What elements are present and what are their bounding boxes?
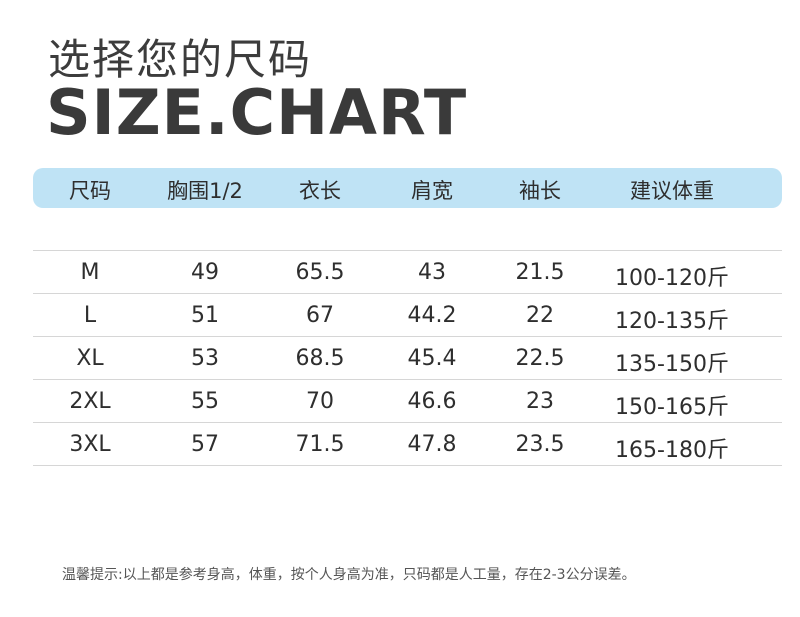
- header-cell: 建议体重: [630, 179, 714, 203]
- note-text: 温馨提示:以上都是参考身高，体重，按个人身高为准，只码都是人工量，存在2-3公分…: [62, 567, 636, 583]
- table-cell: 150-165斤: [615, 395, 729, 420]
- table-cell: 71.5: [295, 432, 345, 457]
- table-row: 3XL 57 71.5 47.8 23.5 165-180斤: [0, 423, 800, 466]
- table-cell: 2XL: [69, 389, 111, 414]
- table-cell: M: [80, 260, 100, 285]
- title-english: SIZE.CHART: [46, 76, 468, 149]
- header-cell: 衣长: [299, 179, 341, 203]
- table-cell: 67: [306, 303, 334, 328]
- table-cell: 21.5: [515, 260, 565, 285]
- divider: [33, 379, 782, 380]
- table-cell: L: [83, 303, 97, 328]
- table-header: 尺码 胸围1/2 衣长 肩宽 袖长 建议体重: [33, 168, 782, 208]
- table-cell: 46.6: [407, 389, 457, 414]
- table-cell: 55: [191, 389, 219, 414]
- table-row: XL 53 68.5 45.4 22.5 135-150斤: [0, 337, 800, 380]
- table-cell: 43: [418, 260, 446, 285]
- header-cell: 尺码: [69, 179, 111, 203]
- table-cell: 165-180斤: [615, 438, 729, 463]
- table-row: L 51 67 44.2 22 120-135斤: [0, 294, 800, 337]
- title-chinese: 选择您的尺码: [48, 35, 313, 84]
- divider: [33, 465, 782, 466]
- header-cell: 胸围1/2: [167, 179, 243, 203]
- table-cell: 45.4: [407, 346, 457, 371]
- table-cell: 23: [526, 389, 554, 414]
- table-cell: 120-135斤: [615, 309, 729, 334]
- table-cell: 49: [191, 260, 219, 285]
- table-cell: 135-150斤: [615, 352, 729, 377]
- table-cell: 47.8: [407, 432, 457, 457]
- header-cell: 肩宽: [411, 179, 453, 203]
- divider: [33, 293, 782, 294]
- table-cell: 23.5: [515, 432, 565, 457]
- table-cell: 100-120斤: [615, 266, 729, 291]
- table-cell: 57: [191, 432, 219, 457]
- table-cell: 22.5: [515, 346, 565, 371]
- table-cell: 3XL: [69, 432, 111, 457]
- table-cell: 44.2: [407, 303, 457, 328]
- table-cell: 53: [191, 346, 219, 371]
- divider: [33, 422, 782, 423]
- divider: [33, 250, 782, 251]
- header-cell: 袖长: [519, 179, 561, 203]
- divider: [33, 336, 782, 337]
- table-row: M 49 65.5 43 21.5 100-120斤: [0, 251, 800, 294]
- table-cell: 22: [526, 303, 554, 328]
- table-row: 2XL 55 70 46.6 23 150-165斤: [0, 380, 800, 423]
- table-cell: 51: [191, 303, 219, 328]
- table-cell: XL: [76, 346, 104, 371]
- table-cell: 68.5: [295, 346, 345, 371]
- table-cell: 70: [306, 389, 334, 414]
- table-cell: 65.5: [295, 260, 345, 285]
